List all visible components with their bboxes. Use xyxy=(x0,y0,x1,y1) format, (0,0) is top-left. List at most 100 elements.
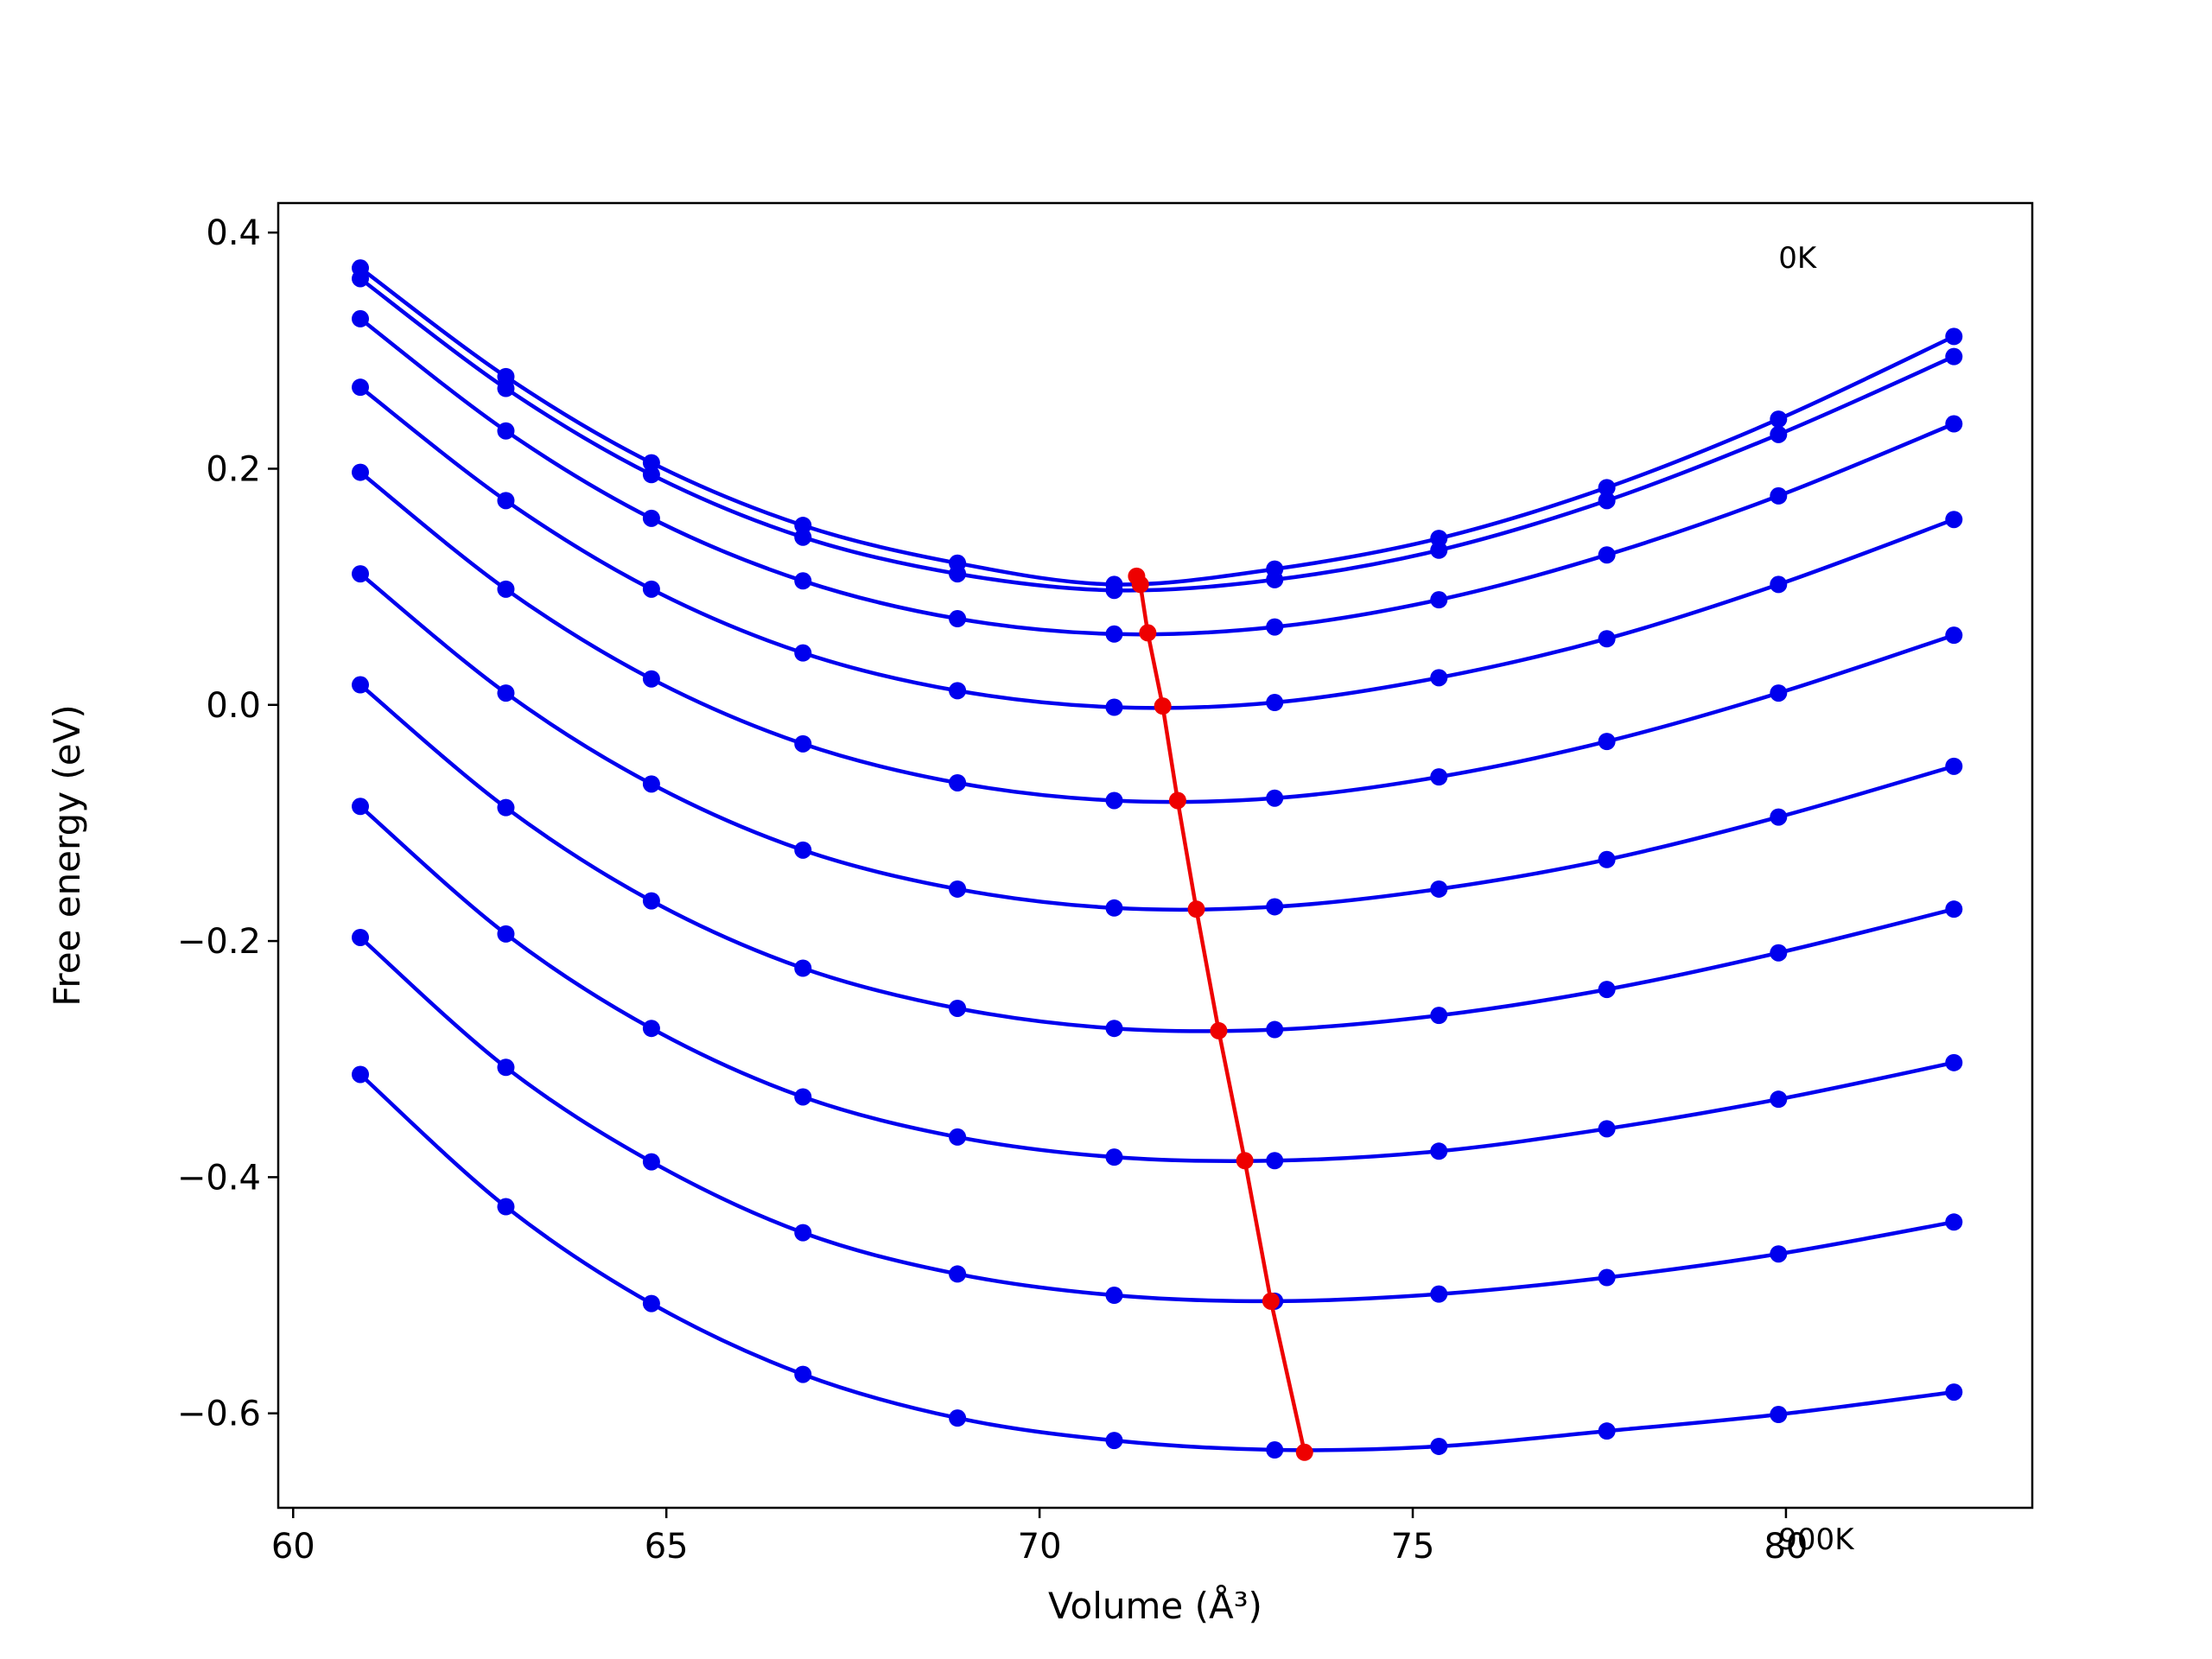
curve-point-4-10 xyxy=(1945,626,1963,645)
curve-point-7-7 xyxy=(1430,1142,1448,1160)
curve-point-6-6 xyxy=(1266,1020,1284,1039)
curve-point-3-8 xyxy=(1598,630,1616,648)
curve-point-2-0 xyxy=(352,309,370,327)
minima-layer xyxy=(1128,567,1313,1461)
curve-point-8-3 xyxy=(794,1224,812,1242)
curve-point-2-8 xyxy=(1598,546,1616,564)
y-tick-label: −0.4 xyxy=(177,1158,261,1198)
curve-line-2 xyxy=(359,317,1955,637)
annotation-1: 900K xyxy=(1778,1522,1855,1557)
curve-point-2-2 xyxy=(642,509,660,527)
curve-point-3-10 xyxy=(1945,511,1963,529)
curve-point-9-0 xyxy=(352,1065,370,1084)
curve-point-6-3 xyxy=(794,959,812,977)
curve-point-4-4 xyxy=(949,773,967,791)
curve-point-8-1 xyxy=(497,1058,515,1077)
curve-point-8-8 xyxy=(1598,1268,1616,1287)
curve-point-8-5 xyxy=(1105,1287,1123,1305)
curve-line-8 xyxy=(359,936,1955,1304)
curve-point-0-7 xyxy=(1430,530,1448,548)
minimum-point-8 xyxy=(1262,1292,1280,1310)
curve-point-4-5 xyxy=(1105,791,1123,810)
curve-point-9-1 xyxy=(497,1198,515,1216)
curve-point-4-7 xyxy=(1430,768,1448,786)
minimum-point-2 xyxy=(1139,624,1157,642)
curve-point-9-5 xyxy=(1105,1432,1123,1450)
curve-point-5-2 xyxy=(642,775,660,793)
curve-point-8-4 xyxy=(949,1265,967,1283)
curve-point-3-5 xyxy=(1105,698,1123,716)
x-axis-ticks: 60 65 70 75 80 xyxy=(271,1508,1808,1567)
minimum-point-9 xyxy=(1295,1443,1313,1461)
y-axis-label: Free energy (eV) xyxy=(46,704,88,1007)
minimum-point-4 xyxy=(1168,791,1186,810)
curves-layer xyxy=(359,266,1955,1452)
y-tick-label: 0.4 xyxy=(206,213,261,253)
curve-point-5-10 xyxy=(1945,757,1963,775)
curve-point-0-10 xyxy=(1945,327,1963,346)
curve-point-9-2 xyxy=(642,1294,660,1313)
curve-point-5-4 xyxy=(949,880,967,898)
curve-point-1-7 xyxy=(1430,541,1448,559)
curve-point-3-0 xyxy=(352,378,370,397)
curve-point-1-0 xyxy=(352,270,370,288)
curve-line-5 xyxy=(359,572,1955,912)
curve-point-6-0 xyxy=(352,676,370,694)
curve-point-2-3 xyxy=(794,572,812,590)
curve-point-2-1 xyxy=(497,422,515,440)
curve-point-4-8 xyxy=(1598,733,1616,751)
curve-point-4-6 xyxy=(1266,789,1284,807)
curve-point-9-6 xyxy=(1266,1441,1284,1459)
curve-point-4-1 xyxy=(497,580,515,598)
curve-point-4-3 xyxy=(794,734,812,753)
curve-point-8-0 xyxy=(352,928,370,946)
curve-point-5-0 xyxy=(352,565,370,583)
curve-point-1-9 xyxy=(1770,425,1788,443)
curve-point-0-3 xyxy=(794,517,812,535)
curve-point-2-5 xyxy=(1105,625,1123,643)
curve-point-7-0 xyxy=(352,798,370,816)
curve-point-7-2 xyxy=(642,1020,660,1038)
minima-line xyxy=(1135,575,1306,1453)
curve-point-0-2 xyxy=(642,454,660,472)
curve-point-6-10 xyxy=(1945,900,1963,918)
curve-point-3-6 xyxy=(1266,694,1284,712)
curve-point-4-2 xyxy=(642,670,660,688)
plot-frame xyxy=(276,201,2034,1510)
curve-point-9-10 xyxy=(1945,1383,1963,1402)
curve-point-8-2 xyxy=(642,1153,660,1171)
curve-point-0-1 xyxy=(497,367,515,385)
curve-point-2-9 xyxy=(1770,486,1788,505)
x-axis-label: Volume (Å³) xyxy=(1048,1584,1262,1627)
minimum-point-3 xyxy=(1154,697,1172,715)
y-tick-label: 0.2 xyxy=(206,449,261,489)
minimum-point-1 xyxy=(1131,575,1149,594)
curve-line-7 xyxy=(359,804,1955,1163)
curve-point-7-3 xyxy=(794,1088,812,1106)
curve-point-7-9 xyxy=(1770,1090,1788,1109)
curve-point-8-10 xyxy=(1945,1213,1963,1231)
annotation-0: 0K xyxy=(1778,241,1818,276)
curve-point-9-3 xyxy=(794,1365,812,1383)
curve-point-7-8 xyxy=(1598,1120,1616,1138)
curve-point-3-3 xyxy=(794,644,812,662)
curve-point-5-7 xyxy=(1430,880,1448,898)
y-tick-label: 0.0 xyxy=(206,686,261,726)
curve-point-5-8 xyxy=(1598,850,1616,868)
curve-point-0-9 xyxy=(1770,410,1788,429)
curve-point-7-4 xyxy=(949,1128,967,1146)
curve-point-4-0 xyxy=(352,463,370,481)
curve-point-8-9 xyxy=(1770,1245,1788,1263)
x-tick-label: 60 xyxy=(271,1527,315,1567)
curve-point-3-7 xyxy=(1430,669,1448,687)
curve-point-9-9 xyxy=(1770,1406,1788,1424)
curve-point-6-5 xyxy=(1105,1020,1123,1038)
y-tick-label: −0.6 xyxy=(177,1395,261,1434)
curve-point-3-2 xyxy=(642,580,660,598)
curve-point-5-1 xyxy=(497,684,515,702)
curve-point-6-1 xyxy=(497,798,515,817)
minimum-point-5 xyxy=(1187,900,1205,918)
curve-point-5-5 xyxy=(1105,899,1123,917)
minimum-point-7 xyxy=(1236,1152,1254,1170)
